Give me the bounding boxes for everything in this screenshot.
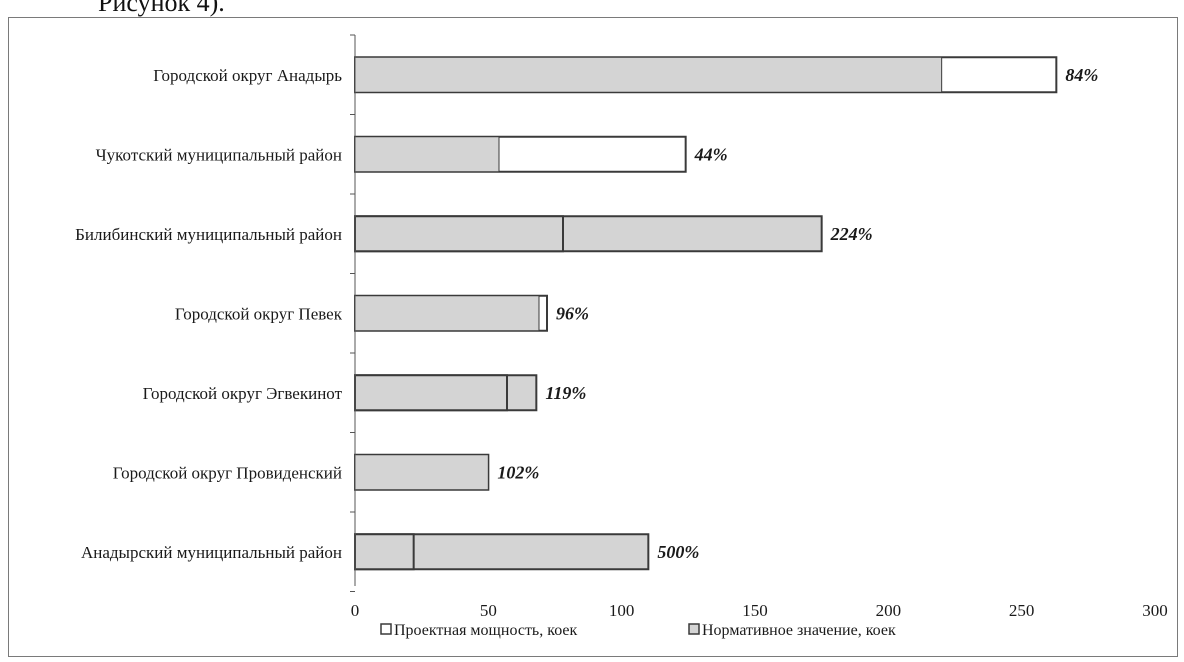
category-label: Билибинский муниципальный район: [75, 225, 342, 244]
x-tick-label: 150: [742, 601, 768, 620]
x-tick-label: 300: [1142, 601, 1168, 620]
data-label: 102%: [497, 462, 539, 482]
caption-fragment: Рисунок 4).: [98, 0, 225, 17]
chart-frame: Городской округ Анадырь 84% Чукотский муни…: [8, 17, 1178, 657]
axis-layer: 0 50 100 150 200 250 300: [350, 34, 1168, 620]
bar-chart: Городской округ Анадырь 84% Чукотский муни…: [75, 34, 1168, 639]
legend-swatch: [380, 623, 392, 635]
data-label: 119%: [545, 383, 586, 403]
bar-project: [354, 454, 489, 491]
x-tick-label: 100: [609, 601, 635, 620]
data-label: 224%: [830, 224, 873, 244]
bar-project: [354, 215, 564, 253]
data-label: 500%: [657, 542, 699, 562]
bars-layer: [354, 56, 1058, 571]
x-tick-label: 250: [1009, 601, 1035, 620]
x-tick-label: 50: [480, 601, 497, 620]
legend-label: Нормативное значение, коек: [702, 622, 896, 639]
data-label: 96%: [556, 303, 589, 323]
category-label: Городской округ Провиденский: [113, 463, 342, 482]
data-label: 84%: [1065, 65, 1098, 85]
bar-normative: [354, 295, 540, 332]
category-label: Чукотский муниципальный район: [96, 145, 342, 164]
labels-layer: Городской округ Анадырь 84% Чукотский муни…: [75, 65, 1098, 562]
bar-normative: [354, 136, 500, 173]
bar-normative: [354, 56, 943, 93]
x-tick-label: 0: [351, 601, 360, 620]
data-label: 44%: [694, 144, 728, 164]
bar-project: [354, 533, 415, 571]
legend-label: Проектная мощность, коек: [394, 622, 577, 639]
legend: Проектная мощность, коек Нормативное знач…: [380, 622, 896, 639]
category-label: Городской округ Анадырь: [153, 66, 342, 85]
bar-project: [354, 374, 508, 412]
category-label: Городской округ Эгвекинот: [143, 384, 343, 403]
category-label: Анадырский муниципальный район: [81, 543, 342, 562]
legend-swatch: [688, 623, 700, 635]
x-tick-label: 200: [876, 601, 902, 620]
category-label: Городской округ Певек: [175, 304, 343, 323]
